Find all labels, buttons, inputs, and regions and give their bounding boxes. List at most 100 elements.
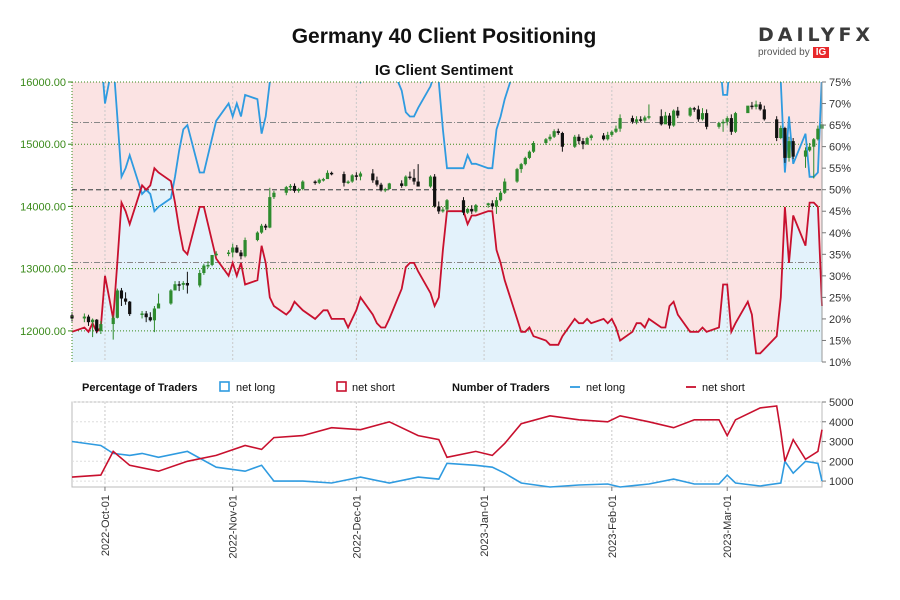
candle-body — [99, 324, 103, 331]
traders-tick-label: 3000 — [829, 437, 853, 449]
legend-percentage-title: Percentage of Traders — [82, 382, 198, 394]
candle-body — [758, 104, 762, 110]
percent-tick-label: 15% — [829, 335, 851, 347]
candle-body — [515, 169, 519, 182]
percent-tick-label: 55% — [829, 163, 851, 175]
candle-body — [630, 118, 635, 122]
candle-body — [812, 139, 816, 147]
candle-body — [816, 128, 820, 140]
candle-body — [639, 119, 643, 121]
candle-body — [606, 134, 610, 140]
candle-body — [379, 184, 383, 191]
percent-tick-label: 65% — [829, 120, 851, 132]
candle-body — [177, 284, 181, 286]
legend-net-long-box — [219, 381, 230, 392]
candle-body — [416, 181, 420, 187]
candle-body — [791, 141, 795, 157]
traders-frame — [71, 401, 823, 488]
candle-body — [383, 189, 387, 191]
traders-tick-label: 4000 — [829, 417, 853, 429]
candle-body — [498, 192, 503, 201]
candle-body — [783, 128, 787, 158]
candle-body — [808, 146, 812, 151]
candle-body — [523, 157, 527, 165]
x-tick-label: 2023-Feb-01 — [607, 495, 619, 558]
candle-body — [268, 197, 272, 228]
percent-tick-label: 10% — [829, 357, 851, 369]
candle-body — [548, 136, 552, 140]
candle-body — [503, 181, 507, 193]
chart-title: Germany 40 Client Positioning — [291, 25, 597, 48]
candle-body — [692, 108, 696, 110]
candle-body — [404, 176, 408, 186]
price-tick-label: 16000.00 — [20, 77, 66, 89]
legend-net-short-box — [336, 381, 347, 392]
net-short-percent-line — [71, 166, 823, 355]
candle-body — [210, 254, 214, 265]
x-tick-label: 2023-Mar-01 — [722, 495, 734, 558]
candle-body — [705, 113, 709, 127]
candle-body — [445, 200, 449, 210]
candle-body — [787, 141, 791, 158]
candle-body — [428, 176, 433, 187]
logo-provided-by: provided by IG — [758, 47, 868, 58]
candle-body — [226, 252, 231, 254]
percent-tick-label: 25% — [829, 292, 851, 304]
candle-body — [581, 141, 585, 145]
candle-body — [371, 173, 375, 181]
candle-body — [519, 164, 523, 170]
percent-tick-label: 45% — [829, 206, 851, 218]
percent-tick-label: 50% — [829, 185, 851, 197]
candle-body — [733, 113, 738, 132]
candle-body — [696, 109, 700, 120]
chart-subtitle: IG Client Sentiment — [374, 62, 514, 79]
candle-body — [618, 118, 622, 129]
candle-body — [169, 290, 173, 304]
candle-body — [408, 176, 412, 179]
percent-tick-label: 40% — [829, 228, 851, 240]
candle-body — [313, 181, 317, 184]
x-tick-label: 2022-Oct-01 — [100, 495, 112, 556]
candle-body — [181, 282, 185, 285]
candle-body — [198, 273, 202, 286]
candle-body — [412, 177, 416, 182]
legend-net-short-label: net short — [352, 382, 395, 394]
candle-body — [156, 303, 161, 309]
candle-body — [354, 175, 358, 177]
candle-body — [115, 290, 119, 318]
candle-body — [725, 118, 729, 122]
candle-body — [325, 172, 330, 180]
dailyfx-logo: DAILYFX provided by IG — [758, 24, 875, 64]
logo-provided-by-text: provided by — [758, 47, 810, 58]
candle-body — [284, 187, 288, 193]
net-long-count-line — [71, 440, 823, 488]
candle-body — [86, 316, 91, 323]
candle-body — [729, 118, 733, 132]
candle-body — [676, 110, 680, 116]
percent-tick-label: 30% — [829, 271, 851, 283]
candle-body — [350, 175, 354, 182]
candle-body — [461, 200, 466, 213]
candle-body — [560, 133, 564, 147]
candle-body — [206, 264, 210, 267]
candle-body — [264, 225, 268, 228]
candle-body — [297, 189, 301, 191]
candle-body — [400, 183, 404, 186]
candle-body — [433, 176, 437, 207]
candle-body — [173, 284, 177, 291]
candle-body — [259, 225, 264, 233]
candle-body — [688, 108, 692, 116]
net-short-area — [72, 82, 822, 354]
candle-body — [144, 313, 148, 318]
net-long-percent-line — [102, 82, 822, 214]
candle-body — [375, 180, 379, 185]
logo-wordmark: DAILYFX — [758, 24, 875, 46]
percent-tick-label: 20% — [829, 314, 851, 326]
price-tick-label: 12000.00 — [20, 326, 66, 338]
candle-body — [643, 117, 647, 121]
candle-body — [494, 200, 499, 207]
candle-body — [667, 115, 672, 126]
candle-body — [437, 206, 441, 212]
price-tick-label: 14000.00 — [20, 201, 66, 213]
